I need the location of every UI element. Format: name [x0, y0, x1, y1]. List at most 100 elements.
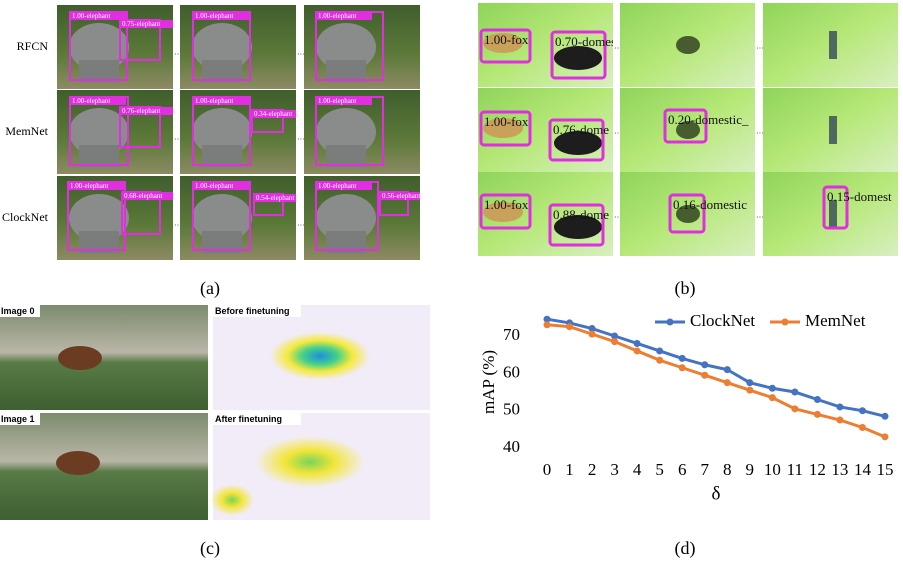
x-axis-label: δ	[712, 483, 721, 504]
detection-label: 1.00-fox	[484, 197, 529, 212]
detection-label: 1.00-elephant	[70, 182, 108, 190]
detection-label: 0.15-domest	[827, 189, 892, 204]
series-line	[547, 325, 885, 437]
data-point	[679, 364, 686, 371]
data-point	[746, 379, 753, 386]
x-tick-label: 10	[764, 460, 781, 479]
elephant-leg	[202, 145, 242, 167]
figure: RFCN1.00-elephant0.75-elephant····1.00-e…	[0, 0, 903, 563]
x-tick-label: 13	[831, 460, 848, 479]
detection-label: 1.00-elephant	[195, 97, 233, 105]
x-tick-label: 11	[787, 460, 803, 479]
map-label: After finetuning	[215, 414, 282, 424]
detection-label: 1.00-fox	[484, 114, 529, 129]
caption: (c)	[200, 538, 220, 559]
data-point	[882, 413, 889, 420]
x-tick-label: 3	[610, 460, 619, 479]
detection-label: 1.00-elephant	[72, 97, 110, 105]
y-tick-label: 40	[503, 437, 520, 456]
detection-label: 0.75-elephant	[122, 20, 160, 28]
panel-a: RFCN1.00-elephant0.75-elephant····1.00-e…	[2, 5, 436, 299]
heat-blob	[210, 484, 254, 516]
data-point	[656, 347, 663, 354]
heat-blob	[270, 332, 370, 380]
frame-content	[829, 31, 837, 59]
elephant-leg	[326, 145, 366, 167]
detection-label: 0.76-elephant	[122, 107, 160, 115]
data-point	[859, 407, 866, 414]
x-tick-label: 15	[877, 460, 894, 479]
horse	[56, 451, 100, 475]
detection-label: 0.54-elephant	[256, 194, 294, 202]
data-point	[836, 417, 843, 424]
data-point	[724, 366, 731, 373]
data-point	[634, 340, 641, 347]
image-label: Image 1	[1, 414, 35, 424]
detection-label: 0.56-elephant	[382, 192, 420, 200]
person-blur	[829, 116, 837, 144]
x-tick-label: 14	[854, 460, 872, 479]
row-label: MemNet	[5, 124, 48, 138]
detection-label: 0.76-dome	[553, 122, 609, 137]
panel-b: 1.00-fox0.70-domest········1.00-fox0.76-…	[478, 3, 898, 299]
x-tick-label: 6	[678, 460, 687, 479]
x-tick-label: 5	[655, 460, 664, 479]
y-tick-label: 60	[503, 362, 520, 381]
dog-blur	[676, 36, 700, 54]
x-tick-label: 9	[746, 460, 755, 479]
legend-marker	[667, 319, 674, 326]
frame-content	[676, 36, 700, 54]
dog	[554, 46, 602, 70]
data-point	[814, 411, 821, 418]
data-point	[791, 405, 798, 412]
person-blur	[829, 200, 837, 228]
x-tick-label: 12	[809, 460, 826, 479]
detection-label: 1.00-elephant	[318, 182, 356, 190]
data-point	[701, 361, 708, 368]
x-tick-label: 2	[588, 460, 597, 479]
detection-label: 0.20-domestic_	[668, 112, 749, 127]
data-point	[882, 433, 889, 440]
detection-label: 1.00-elephant	[195, 12, 233, 20]
data-point	[589, 331, 596, 338]
x-tick-label: 7	[700, 460, 709, 479]
panel-d: 405060700123456789101112131415δmAP (%)Cl…	[479, 311, 894, 559]
horse	[58, 346, 102, 370]
detection-label: 1.00-elephant	[72, 12, 110, 20]
data-point	[769, 394, 776, 401]
data-point	[611, 338, 618, 345]
row-label: RFCN	[17, 39, 49, 53]
heat-blob	[255, 436, 365, 488]
y-tick-label: 70	[503, 325, 520, 344]
series-line	[547, 319, 885, 416]
photo	[0, 305, 208, 410]
detection-label: 0.34-elephant	[254, 110, 292, 118]
data-point	[566, 323, 573, 330]
data-point	[544, 321, 551, 328]
frame-content	[829, 116, 837, 144]
data-point	[656, 357, 663, 364]
elephant-leg	[79, 60, 119, 82]
elephant-leg	[79, 145, 119, 167]
panel-c: Image 0Before finetuningImage 1After fin…	[0, 305, 430, 559]
data-point	[634, 347, 641, 354]
caption: (b)	[675, 278, 696, 299]
elephant-leg	[326, 60, 366, 82]
data-point	[724, 379, 731, 386]
y-tick-label: 50	[503, 400, 520, 419]
detection-label: 0.16-domestic	[673, 197, 747, 212]
elephant-leg	[202, 60, 242, 82]
image-label: Image 0	[1, 306, 35, 316]
caption: (a)	[200, 278, 220, 299]
data-point	[769, 385, 776, 392]
detection-label: 1.00-fox	[484, 32, 529, 47]
x-tick-label: 8	[723, 460, 732, 479]
data-point	[701, 372, 708, 379]
row-label: ClockNet	[2, 210, 49, 224]
legend-label: ClockNet	[690, 311, 755, 330]
detection-label: 0.88-dome	[553, 207, 609, 222]
data-point	[859, 424, 866, 431]
data-point	[679, 355, 686, 362]
detection-label: 0.70-domest	[555, 34, 620, 49]
detection-label: 1.00-elephant	[318, 12, 356, 20]
